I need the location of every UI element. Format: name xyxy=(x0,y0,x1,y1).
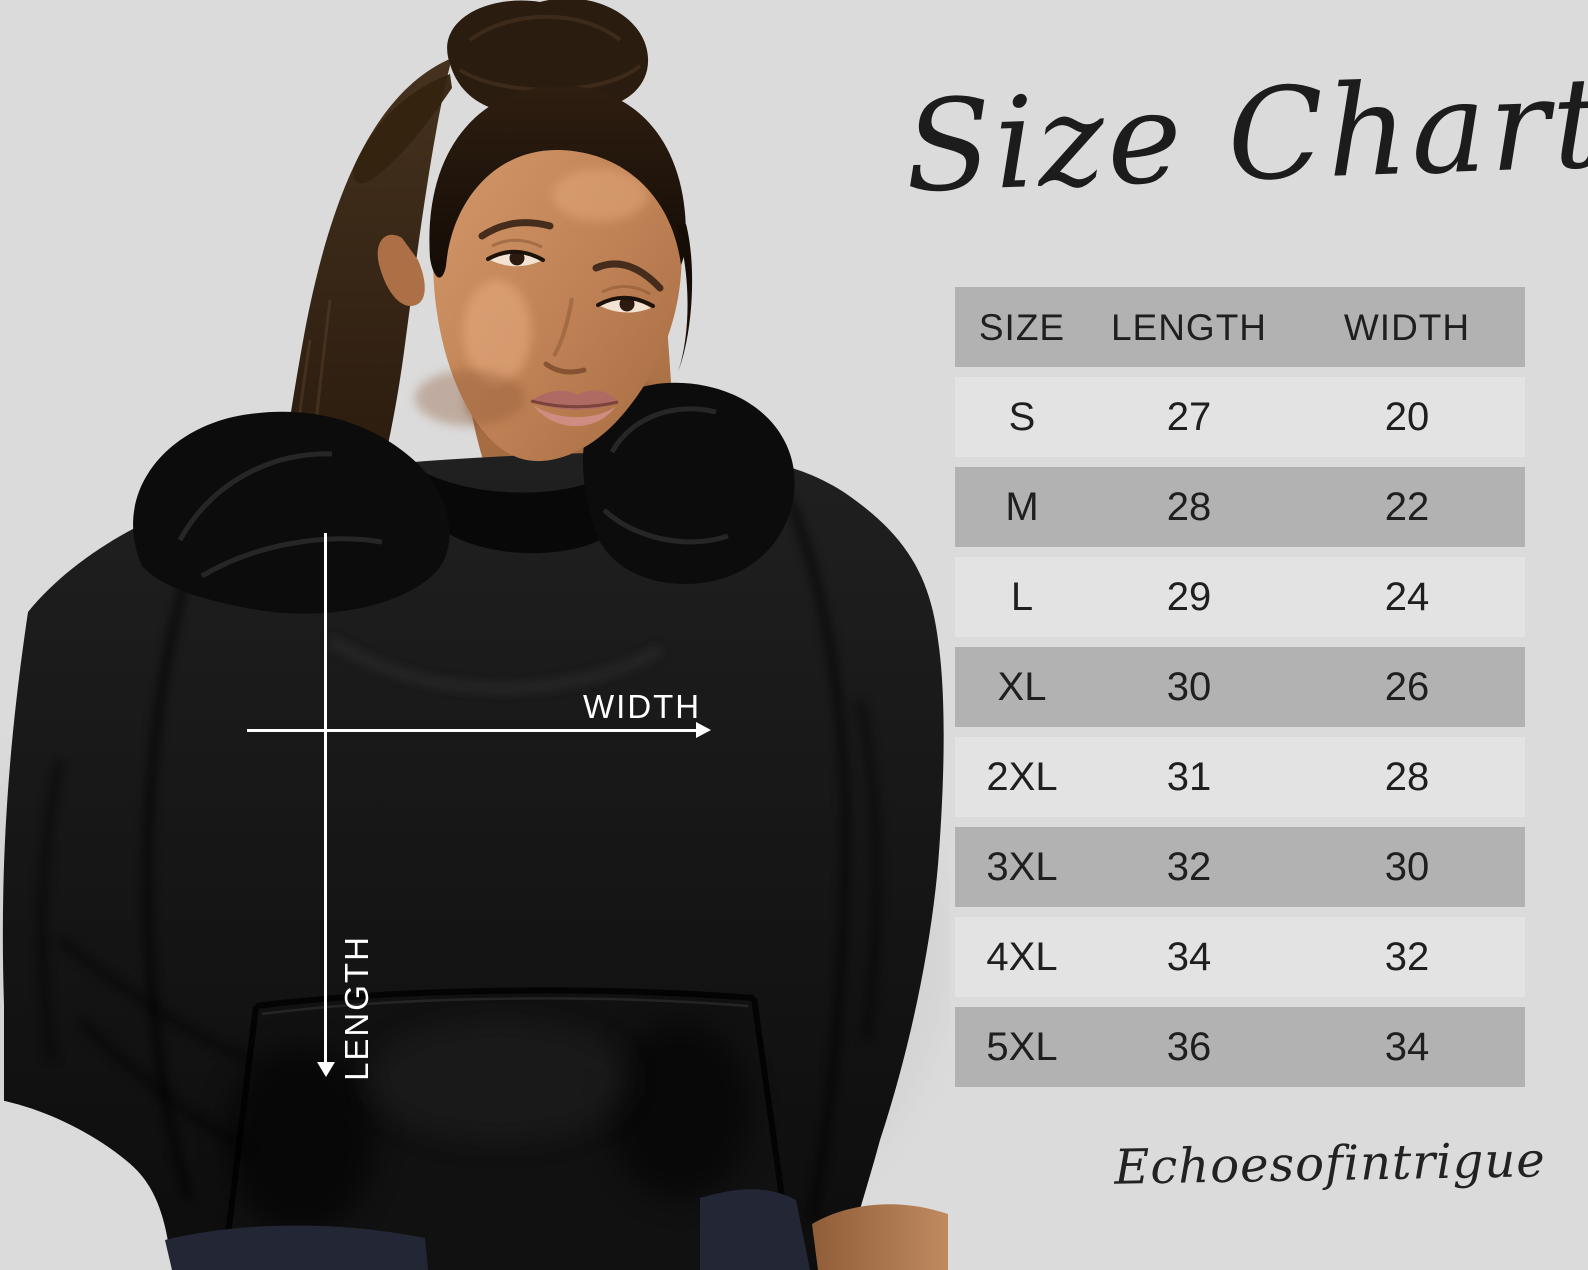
width-cell: 24 xyxy=(1384,575,1430,619)
table-header-row: SIZE LENGTH WIDTH xyxy=(955,287,1525,367)
size-cell: L xyxy=(1010,575,1034,619)
column-header-size: SIZE xyxy=(978,306,1066,348)
size-cell: 3XL xyxy=(986,845,1058,889)
width-label: WIDTH xyxy=(583,688,702,725)
table-row: S 27 20 xyxy=(955,377,1525,457)
size-table: SIZE LENGTH WIDTH S 27 20 M 28 22 L 29 2… xyxy=(955,287,1525,1097)
size-cell: M xyxy=(1005,485,1039,529)
width-cell: 30 xyxy=(1384,845,1430,889)
size-cell: 5XL xyxy=(986,1025,1058,1069)
length-cell: 30 xyxy=(1166,665,1212,709)
table-row: 2XL 31 28 xyxy=(955,737,1525,817)
table-row: 5XL 36 34 xyxy=(955,1007,1525,1087)
table-row: XL 30 26 xyxy=(955,647,1525,727)
length-cell: 29 xyxy=(1166,575,1212,619)
width-cell: 34 xyxy=(1384,1025,1430,1069)
table-row: M 28 22 xyxy=(955,467,1525,547)
width-cell: 26 xyxy=(1384,665,1430,709)
length-cell: 34 xyxy=(1166,935,1212,979)
page-title: Size Chart xyxy=(902,49,1588,221)
length-cell: 31 xyxy=(1166,755,1212,799)
width-measure-line xyxy=(247,729,699,732)
length-arrowhead-icon xyxy=(317,1062,335,1077)
table-row: L 29 24 xyxy=(955,557,1525,637)
model-photo-illustration xyxy=(0,0,950,1270)
width-cell: 20 xyxy=(1384,395,1430,439)
length-label: LENGTH xyxy=(338,935,375,1081)
width-cell: 32 xyxy=(1384,935,1430,979)
length-cell: 28 xyxy=(1166,485,1212,529)
size-cell: 2XL xyxy=(986,755,1058,799)
length-cell: 32 xyxy=(1166,845,1212,889)
width-cell: 22 xyxy=(1384,485,1430,529)
column-header-width: WIDTH xyxy=(1343,306,1471,348)
size-cell: S xyxy=(1008,395,1036,439)
length-cell: 27 xyxy=(1166,395,1212,439)
length-cell: 36 xyxy=(1166,1025,1212,1069)
size-cell: 4XL xyxy=(986,935,1058,979)
length-measure-line xyxy=(324,533,327,1065)
size-cell: XL xyxy=(997,665,1047,709)
width-arrowhead-icon xyxy=(696,722,711,738)
table-row: 3XL 32 30 xyxy=(955,827,1525,907)
table-row: 4XL 34 32 xyxy=(955,917,1525,997)
brand-name: Echoesofintrigue xyxy=(1113,1132,1547,1196)
column-header-length: LENGTH xyxy=(1110,306,1268,348)
width-cell: 28 xyxy=(1384,755,1430,799)
